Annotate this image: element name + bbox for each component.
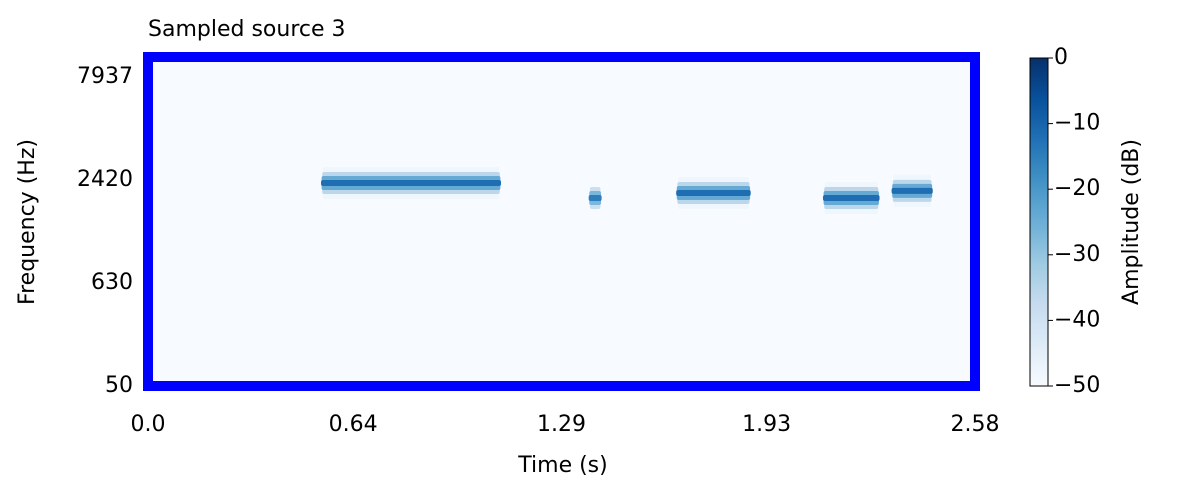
colorbar-tick-label: −30 bbox=[1054, 242, 1100, 267]
x-axis-label: Time (s) bbox=[517, 453, 607, 478]
x-tick-label: 1.29 bbox=[537, 412, 586, 437]
event-band bbox=[676, 190, 751, 197]
colorbar bbox=[1029, 57, 1049, 387]
chart-title: Sampled source 3 bbox=[148, 17, 346, 42]
x-tick-label: 1.93 bbox=[742, 412, 791, 437]
event-band bbox=[891, 187, 933, 194]
colorbar-tick-label: −20 bbox=[1054, 176, 1100, 201]
colorbar-tick-label: −10 bbox=[1054, 111, 1100, 136]
x-tick-label: 2.58 bbox=[951, 412, 1000, 437]
colorbar-tick-label: −50 bbox=[1054, 373, 1100, 398]
plot-frame bbox=[143, 52, 980, 391]
x-tick-label: 0.64 bbox=[329, 412, 378, 437]
event-band bbox=[321, 180, 501, 187]
y-tick-label: 2420 bbox=[77, 167, 133, 192]
colorbar-tick-label: −40 bbox=[1054, 307, 1100, 332]
colorbar-label: Amplitude (dB) bbox=[1119, 139, 1144, 305]
y-axis-label: Frequency (Hz) bbox=[15, 139, 40, 305]
plot-background bbox=[148, 57, 975, 386]
event-band bbox=[822, 195, 880, 202]
y-tick-label: 50 bbox=[105, 373, 133, 398]
x-tick-label: 0.0 bbox=[131, 412, 166, 437]
y-tick-label: 630 bbox=[91, 270, 133, 295]
event-band bbox=[588, 195, 602, 202]
colorbar-tick-label: 0 bbox=[1054, 45, 1068, 70]
y-tick-label: 7937 bbox=[77, 64, 133, 89]
